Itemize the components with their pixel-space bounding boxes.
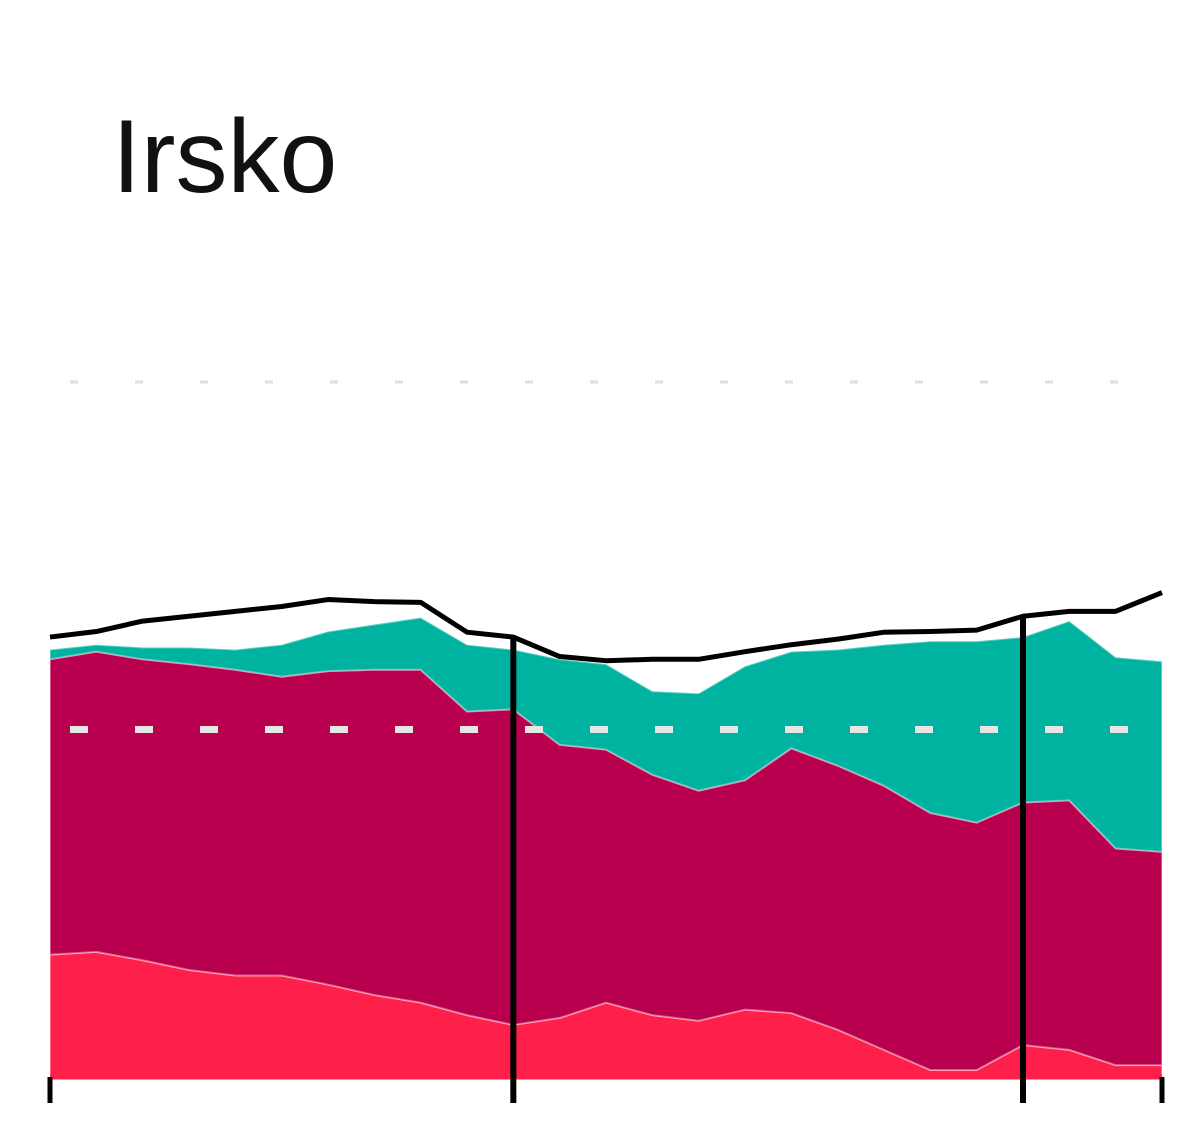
line [49, 590, 1163, 664]
area [49, 616, 1163, 853]
chart-title: Irsko [112, 99, 337, 215]
